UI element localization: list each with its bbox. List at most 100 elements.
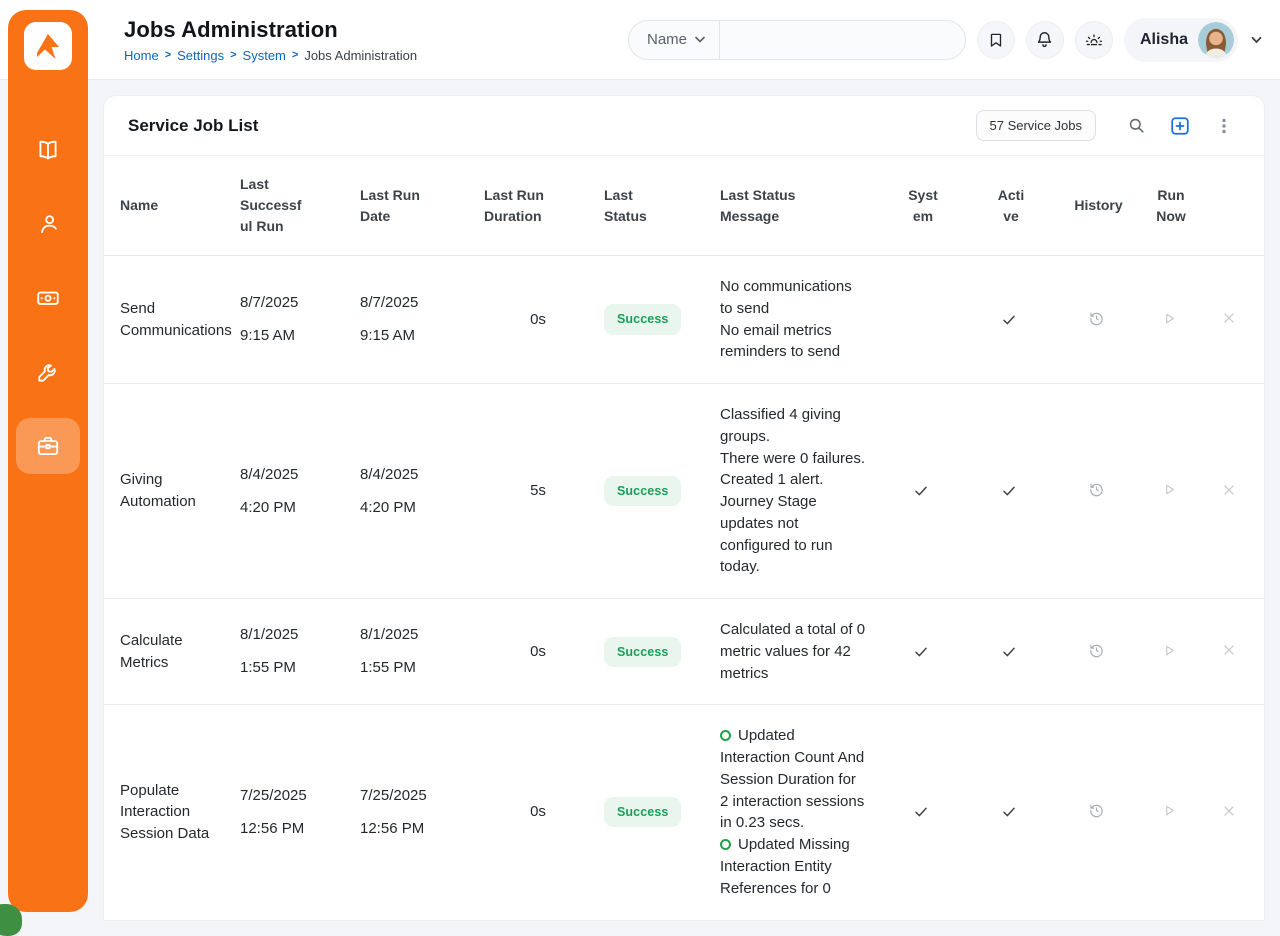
breadcrumb-jobs-administration: Jobs Administration bbox=[304, 48, 417, 63]
history-button[interactable] bbox=[1084, 638, 1109, 663]
last-run-duration-cell: 0s bbox=[484, 256, 604, 384]
status-message-line: Updated Missing Interaction Entity Refer… bbox=[720, 834, 868, 899]
chevron-down-icon bbox=[695, 36, 705, 43]
column-header-delete bbox=[1205, 156, 1264, 256]
sidebar-item-tools[interactable] bbox=[16, 344, 80, 400]
breadcrumb-system[interactable]: System bbox=[243, 48, 286, 63]
column-header-label: Last Successful Run bbox=[240, 174, 306, 237]
last-status-message-cell: No communications to sendNo email metric… bbox=[720, 256, 884, 384]
delete-button[interactable] bbox=[1218, 479, 1240, 501]
bookmark-icon bbox=[987, 31, 1005, 49]
history-cell bbox=[1060, 705, 1145, 920]
history-cell bbox=[1060, 599, 1145, 705]
status-message-line: Classified 4 giving groups. bbox=[720, 404, 868, 448]
job-count-badge: 57 Service Jobs bbox=[976, 110, 1097, 141]
column-header-last-status[interactable]: Last Status bbox=[604, 156, 720, 256]
column-header-system[interactable]: System bbox=[884, 156, 970, 256]
money-bill-icon bbox=[35, 285, 61, 311]
table-row: Send Communications 8/7/2025 9:15 AM 8/7… bbox=[104, 256, 1264, 384]
last-run-date-cell: 8/4/2025 4:20 PM bbox=[360, 384, 484, 599]
last-run-duration-cell: 0s bbox=[484, 705, 604, 920]
delete-button[interactable] bbox=[1218, 307, 1240, 329]
chat-widget-partial[interactable] bbox=[0, 904, 22, 936]
card-title: Service Job List bbox=[128, 116, 258, 136]
topbar: Jobs Administration Home>Settings>System… bbox=[0, 0, 1280, 80]
sunrise-icon bbox=[1084, 30, 1104, 50]
search-input[interactable] bbox=[720, 21, 965, 59]
search-filter-dropdown[interactable]: Name bbox=[629, 21, 720, 59]
status-message-line: No communications to send bbox=[720, 276, 868, 320]
checkmark-icon bbox=[970, 312, 1048, 328]
column-header-last-run-date[interactable]: Last Run Date bbox=[360, 156, 484, 256]
column-header-label: Last Run Date bbox=[360, 185, 428, 227]
column-header-last-successful-run[interactable]: Last Successful Run bbox=[240, 156, 360, 256]
last-run-duration-cell: 0s bbox=[484, 599, 604, 705]
breadcrumb-home[interactable]: Home bbox=[124, 48, 159, 63]
delete-button[interactable] bbox=[1218, 639, 1240, 661]
table-body: Send Communications 8/7/2025 9:15 AM 8/7… bbox=[104, 256, 1264, 920]
column-header-run-now[interactable]: Run Now bbox=[1145, 156, 1205, 256]
briefcase-icon bbox=[35, 433, 61, 459]
delete-cell bbox=[1205, 599, 1264, 705]
run-now-button[interactable] bbox=[1158, 639, 1181, 662]
breadcrumb: Home>Settings>System>Jobs Administration bbox=[124, 48, 417, 63]
breadcrumb-settings[interactable]: Settings bbox=[177, 48, 224, 63]
column-header-label: Name bbox=[120, 195, 158, 216]
sidebar-item-finance[interactable] bbox=[16, 270, 80, 326]
column-header-name[interactable]: Name bbox=[104, 156, 240, 256]
topbar-actions: Name bbox=[628, 18, 1264, 62]
checkmark-icon bbox=[970, 483, 1048, 499]
theme-button[interactable] bbox=[1075, 21, 1113, 59]
history-button[interactable] bbox=[1084, 306, 1109, 331]
sidebar-item-library[interactable] bbox=[16, 122, 80, 178]
run-now-button[interactable] bbox=[1158, 799, 1181, 822]
history-cell bbox=[1060, 256, 1145, 384]
x-icon bbox=[1222, 483, 1236, 497]
run-now-cell bbox=[1145, 599, 1205, 705]
delete-cell bbox=[1205, 384, 1264, 599]
history-button[interactable] bbox=[1084, 477, 1109, 502]
x-icon bbox=[1222, 804, 1236, 818]
last-run-date-cell: 8/7/2025 9:15 AM bbox=[360, 256, 484, 384]
add-job-button[interactable] bbox=[1162, 109, 1198, 143]
status-badge: Success bbox=[604, 637, 681, 667]
last-run-date-cell: 7/25/2025 12:56 PM bbox=[360, 705, 484, 920]
history-button[interactable] bbox=[1084, 798, 1109, 823]
bell-icon bbox=[1035, 30, 1054, 49]
sidebar-item-work[interactable] bbox=[16, 418, 80, 474]
system-cell bbox=[884, 705, 970, 920]
rock-logo[interactable] bbox=[24, 22, 72, 70]
column-header-history[interactable]: History bbox=[1060, 156, 1145, 256]
grid-search-button[interactable] bbox=[1118, 109, 1154, 143]
run-now-cell bbox=[1145, 384, 1205, 599]
kebab-menu-icon bbox=[1216, 117, 1232, 135]
delete-button[interactable] bbox=[1218, 800, 1240, 822]
delete-cell bbox=[1205, 256, 1264, 384]
last-status-cell: Success bbox=[604, 256, 720, 384]
table-row: Calculate Metrics 8/1/2025 1:55 PM 8/1/2… bbox=[104, 599, 1264, 705]
column-header-last-run-duration[interactable]: Last Run Duration bbox=[484, 156, 604, 256]
checkmark-icon bbox=[884, 483, 958, 499]
history-icon bbox=[1088, 802, 1105, 819]
column-header-label: Last Run Duration bbox=[484, 185, 552, 227]
service-job-table: Name Last Successful Run Last Run Date Last… bbox=[104, 156, 1264, 919]
column-header-label: Run Now bbox=[1154, 185, 1188, 227]
run-now-button[interactable] bbox=[1158, 478, 1181, 501]
last-status-message-cell: Updated Interaction Count And Session Du… bbox=[720, 705, 884, 920]
user-menu[interactable]: Alisha bbox=[1124, 18, 1238, 62]
play-icon bbox=[1162, 643, 1177, 658]
column-header-active[interactable]: Active bbox=[970, 156, 1060, 256]
grid-options-button[interactable] bbox=[1206, 109, 1242, 143]
table-row: Giving Automation 8/4/2025 4:20 PM 8/4/2… bbox=[104, 384, 1264, 599]
notifications-button[interactable] bbox=[1026, 21, 1064, 59]
run-now-button[interactable] bbox=[1158, 307, 1181, 330]
bookmark-button[interactable] bbox=[977, 21, 1015, 59]
job-name-cell: Calculate Metrics bbox=[104, 599, 240, 705]
column-header-last-status-message[interactable]: Last Status Message bbox=[720, 156, 884, 256]
user-menu-caret[interactable] bbox=[1249, 34, 1264, 46]
sidebar-item-people[interactable] bbox=[16, 196, 80, 252]
card-header: Service Job List 57 Service Jobs bbox=[104, 96, 1264, 156]
wrench-icon bbox=[35, 359, 61, 385]
card-actions: 57 Service Jobs bbox=[976, 109, 1243, 143]
job-name-cell: Send Communications bbox=[104, 256, 240, 384]
